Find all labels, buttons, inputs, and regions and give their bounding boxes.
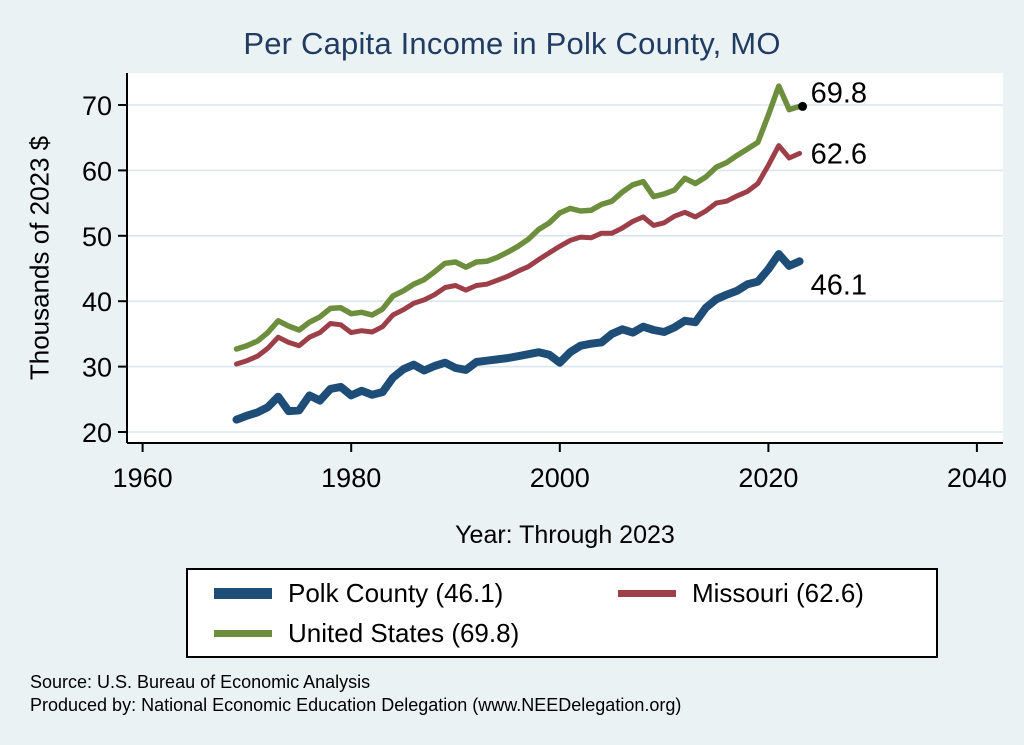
y-tick-label-30: 30 [82,353,112,383]
plot-area [127,73,1003,443]
x-axis-title: Year: Through 2023 [455,521,675,549]
legend: Polk County (46.1) Missouri (62.6) Unite… [186,568,938,658]
end-label-polk_county: 46.1 [811,269,867,301]
end-dot-united_states [798,101,808,111]
x-tick-label-2000: 2000 [530,463,590,493]
y-tick-label-50: 50 [82,222,112,252]
chart-title: Per Capita Income in Polk County, MO [243,26,781,61]
x-tick-label-1960: 1960 [113,463,173,493]
source-note: Source: U.S. Bureau of Economic Analysis… [30,671,681,717]
legend-label-polk-county: Polk County (46.1) [288,577,504,608]
legend-item-united-states: United States (69.8) [188,618,562,649]
y-tick-label-60: 60 [82,156,112,186]
x-tick-label-2040: 2040 [947,463,1007,493]
y-tick-label-20: 20 [82,418,112,448]
legend-label-united-states: United States (69.8) [288,617,520,648]
legend-swatch-polk-county [214,587,272,599]
produced-by-line: Produced by: National Economic Education… [30,695,682,715]
y-tick-label-40: 40 [82,287,112,317]
legend-swatch-united-states [214,629,272,637]
source-line: Source: U.S. Bureau of Economic Analysis [30,672,371,692]
legend-label-missouri: Missouri (62.6) [692,577,864,608]
x-tick-label-2020: 2020 [738,463,798,493]
legend-item-missouri: Missouri (62.6) [562,578,936,609]
legend-swatch-missouri [618,589,676,597]
legend-item-polk-county: Polk County (46.1) [188,578,562,609]
series-line-united_states [233,83,803,352]
y-tick-label-70: 70 [82,91,112,121]
x-tick-label-1980: 1980 [321,463,381,493]
series-line-polk_county [232,250,804,424]
income-chart-svg: 20 30 40 50 60 70 1960 1980 2000 2020 2040 46.1 62.6… [82,73,1007,493]
series-line-missouri [234,143,803,367]
y-axis-title: Thousands of 2023 $ [24,135,55,381]
end-label-missouri: 62.6 [811,138,867,170]
end-label-united_states: 69.8 [811,77,867,109]
